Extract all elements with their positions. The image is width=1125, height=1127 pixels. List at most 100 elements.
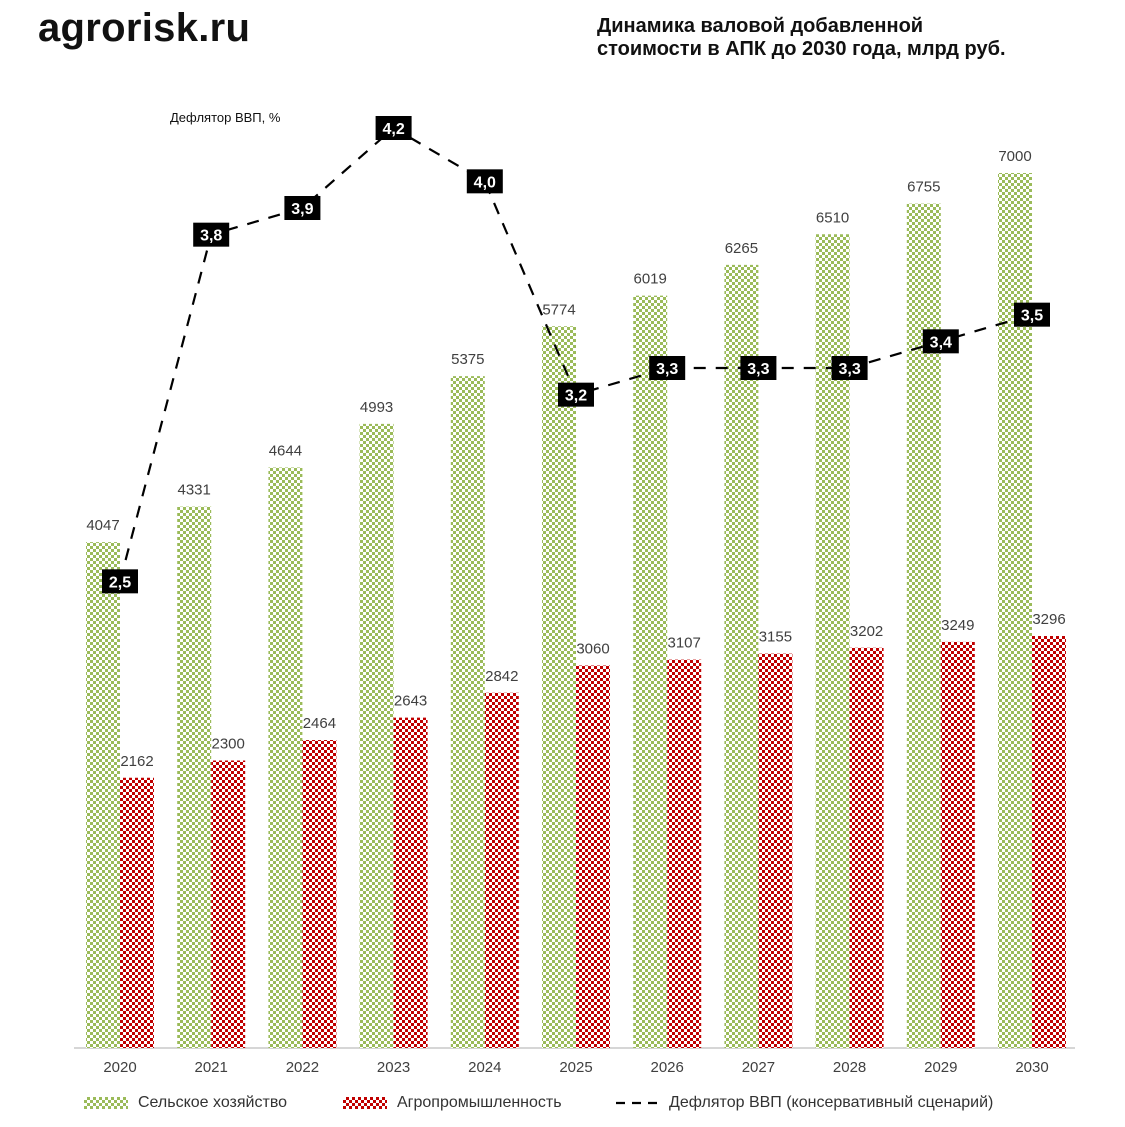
- bar-agroindustry-2023: [393, 717, 428, 1048]
- bar-agriculture-2025: [542, 326, 576, 1048]
- x-tick-label-2028: 2028: [833, 1059, 866, 1076]
- deflator-point-2020: 2,5: [102, 569, 138, 594]
- data-label-agroindustry-2026: 3107: [668, 635, 701, 652]
- bar-agroindustry-2024: [484, 692, 519, 1048]
- data-label-agriculture-2028: 6510: [816, 209, 849, 226]
- legend-label-agriculture: Сельское хозяйство: [138, 1094, 288, 1111]
- deflator-label-2021: 3,8: [200, 228, 222, 245]
- bar-agriculture-2022: [268, 467, 303, 1048]
- bar-agriculture-2023: [359, 423, 394, 1048]
- x-tick-label-2021: 2021: [195, 1059, 228, 1076]
- data-label-agroindustry-2023: 2643: [394, 693, 427, 710]
- secondary-axis-label: Дефлятор ВВП, %: [170, 110, 281, 125]
- deflator-point-2027: 3,3: [740, 356, 777, 380]
- deflator-label-2030: 3,5: [1021, 308, 1043, 325]
- data-label-agroindustry-2024: 2842: [485, 668, 518, 685]
- chart-title-line-2: стоимости в АПК до 2030 года, млрд руб.: [597, 38, 1006, 60]
- data-labels-layer: 4047 2162 4331 2300 4644 2464 4993 2643 5375 2842…: [86, 148, 1065, 770]
- data-label-agroindustry-2021: 2300: [212, 736, 245, 753]
- bars-layer: [86, 173, 1066, 1048]
- x-tick-labels-layer: 2020 2021 2022 2023 2024 2025 2026 2027 2028 2029…: [103, 1059, 1048, 1076]
- data-label-agroindustry-2025: 3060: [576, 641, 609, 658]
- legend-item-deflator: Дефлятор ВВП (консервативный сценарий): [615, 1088, 993, 1118]
- deflator-label-2027: 3,3: [747, 361, 769, 378]
- bar-agroindustry-2021: [211, 760, 246, 1048]
- chart-plot: Дефлятор ВВП, % 2,5 3,8 3,9 4,2 4,0 3,2 3,3 3,3…: [74, 110, 1075, 1076]
- bar-agroindustry-2030: [1032, 636, 1066, 1048]
- bar-agroindustry-2020: [120, 777, 154, 1048]
- deflator-label-box-2025: [558, 382, 594, 407]
- bar-agroindustry-2029: [940, 641, 975, 1048]
- deflator-label-2026: 3,3: [656, 361, 678, 378]
- bar-agriculture-2024: [450, 376, 485, 1048]
- chart-title: Динамика валовой добавленной стоимости в…: [597, 15, 1117, 61]
- bar-agroindustry-2027: [758, 653, 793, 1048]
- data-label-agriculture-2024: 5375: [451, 351, 484, 368]
- chart-legend: Сельское хозяйство Агропромышленность Де…: [0, 1088, 1125, 1118]
- deflator-label-2023: 4,2: [382, 121, 404, 138]
- data-label-agriculture-2021: 4331: [178, 482, 211, 499]
- legend-swatch-agriculture: [84, 1097, 128, 1109]
- bar-agriculture-2020: [86, 542, 120, 1048]
- data-label-agroindustry-2022: 2464: [303, 715, 336, 732]
- deflator-label-box-2029: [922, 329, 959, 354]
- deflator-label-2024: 4,0: [474, 174, 496, 191]
- x-tick-label-2024: 2024: [468, 1059, 501, 1076]
- deflator-label-box-2024: [466, 169, 503, 194]
- data-label-agroindustry-2029: 3249: [941, 617, 974, 634]
- deflator-label-box-2023: [375, 116, 412, 140]
- data-label-agriculture-2022: 4644: [269, 443, 302, 460]
- deflator-label-box-2028: [831, 356, 868, 380]
- legend-swatch-deflator: [615, 1097, 659, 1109]
- deflator-label-box-2022: [284, 196, 321, 220]
- data-label-agroindustry-2020: 2162: [120, 753, 153, 770]
- deflator-point-2021: 3,8: [193, 222, 230, 247]
- data-label-agriculture-2029: 6755: [907, 179, 940, 196]
- deflator-point-2028: 3,3: [831, 356, 868, 380]
- bar-agroindustry-2022: [302, 740, 337, 1048]
- data-label-agriculture-2025: 5774: [542, 301, 575, 318]
- deflator-label-box-2030: [1014, 302, 1050, 327]
- x-tick-label-2030: 2030: [1015, 1059, 1048, 1076]
- x-tick-label-2023: 2023: [377, 1059, 410, 1076]
- bar-agriculture-2021: [177, 506, 212, 1048]
- deflator-point-2026: 3,3: [649, 356, 686, 380]
- bar-agroindustry-2026: [667, 659, 702, 1048]
- data-label-agriculture-2020: 4047: [86, 517, 119, 534]
- x-tick-label-2022: 2022: [286, 1059, 319, 1076]
- bar-agriculture-2026: [633, 295, 668, 1048]
- deflator-label-box-2026: [649, 356, 686, 380]
- bar-agroindustry-2025: [576, 665, 610, 1048]
- legend-swatch-agroindustry: [343, 1097, 387, 1109]
- x-tick-label-2029: 2029: [924, 1059, 957, 1076]
- deflator-point-2030: 3,5: [1014, 302, 1050, 327]
- x-tick-label-2020: 2020: [103, 1059, 136, 1076]
- deflator-point-2025: 3,2: [558, 382, 594, 407]
- deflator-label-box-2020: [102, 569, 138, 594]
- bar-agroindustry-2028: [849, 647, 884, 1048]
- x-tick-label-2025: 2025: [559, 1059, 592, 1076]
- data-label-agroindustry-2028: 3202: [850, 623, 883, 640]
- deflator-label-2025: 3,2: [565, 388, 587, 405]
- data-label-agroindustry-2027: 3155: [759, 629, 792, 646]
- data-label-agriculture-2027: 6265: [725, 240, 758, 257]
- site-logo-text: agrorisk.ru: [38, 6, 251, 50]
- deflator-point-2022: 3,9: [284, 196, 321, 220]
- deflator-point-2024: 4,0: [466, 169, 503, 194]
- deflator-point-2029: 3,4: [922, 329, 959, 354]
- deflator-label-2028: 3,3: [838, 361, 860, 378]
- x-tick-label-2027: 2027: [742, 1059, 775, 1076]
- data-label-agroindustry-2030: 3296: [1032, 611, 1065, 628]
- deflator-label-box-2021: [193, 222, 230, 247]
- bar-agriculture-2027: [724, 264, 759, 1048]
- chart-title-line-1: Динамика валовой добавленной: [597, 15, 924, 37]
- legend-item-agriculture: Сельское хозяйство: [84, 1088, 287, 1118]
- deflator-label-2022: 3,9: [291, 201, 313, 218]
- legend-label-deflator: Дефлятор ВВП (консервативный сценарий): [669, 1094, 994, 1111]
- deflator-line-layer: 2,5 3,8 3,9 4,2 4,0 3,2 3,3 3,3 3,3 3,4 3,5: [102, 116, 1050, 594]
- data-label-agriculture-2023: 4993: [360, 399, 393, 416]
- data-label-agriculture-2026: 6019: [634, 271, 667, 288]
- deflator-label-2020: 2,5: [109, 574, 131, 591]
- deflator-point-2023: 4,2: [375, 116, 412, 140]
- data-label-agriculture-2030: 7000: [998, 148, 1031, 165]
